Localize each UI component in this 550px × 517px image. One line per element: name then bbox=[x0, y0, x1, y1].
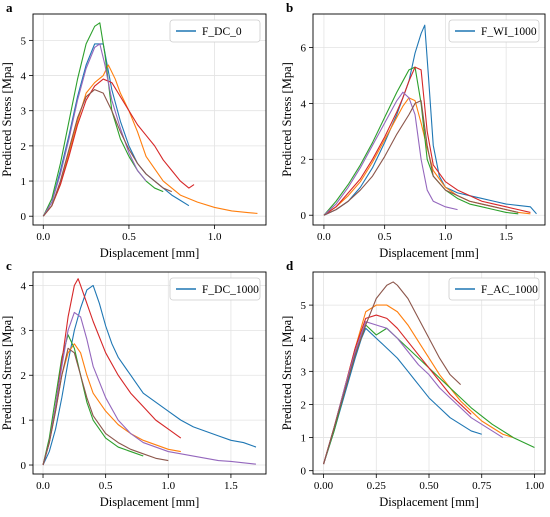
series-line-1 bbox=[323, 24, 537, 216]
series-line-1 bbox=[42, 43, 190, 217]
y-tick-label: 2 bbox=[301, 154, 307, 166]
series-line-6 bbox=[323, 100, 519, 216]
y-tick-label: 2 bbox=[21, 141, 27, 153]
legend-label: F_AC_1000 bbox=[481, 284, 538, 296]
legend-label: F_WI_1000 bbox=[481, 26, 537, 38]
x-tick-label: 0.00 bbox=[314, 480, 334, 492]
legend-label: F_DC_0 bbox=[202, 26, 242, 38]
x-tick-label: 0.0 bbox=[317, 231, 331, 243]
legend: F_DC_1000 bbox=[169, 277, 261, 301]
x-tick-label: 0.5 bbox=[122, 231, 136, 243]
panel-letter: a bbox=[6, 0, 13, 15]
x-tick-label: 1.0 bbox=[161, 480, 175, 492]
x-tick-label: 0.25 bbox=[367, 480, 387, 492]
x-tick-label: 1.5 bbox=[224, 480, 238, 492]
x-axis-label: Displacement [mm] bbox=[379, 495, 479, 509]
x-tick-label: 0.0 bbox=[36, 480, 50, 492]
series-line-4 bbox=[42, 278, 182, 466]
plot-frame bbox=[312, 13, 546, 226]
series-line-4 bbox=[42, 78, 195, 217]
legend: F_DC_0 bbox=[169, 19, 261, 43]
panel-letter: c bbox=[6, 258, 12, 273]
x-tick-label: 1.00 bbox=[525, 480, 545, 492]
y-tick-label: 1 bbox=[21, 176, 27, 188]
y-tick-label: 0 bbox=[21, 460, 27, 472]
series-line-3 bbox=[42, 22, 164, 217]
series-line-4 bbox=[323, 66, 531, 216]
y-tick-label: 0 bbox=[21, 211, 27, 223]
y-tick-label: 4 bbox=[21, 280, 27, 292]
y-axis-label: Predicted Stress [Mpa] bbox=[280, 316, 294, 431]
series-line-1 bbox=[323, 327, 482, 465]
y-tick-label: 3 bbox=[301, 366, 307, 378]
series-line-6 bbox=[42, 89, 172, 217]
x-tick-label: 1.0 bbox=[439, 231, 453, 243]
y-tick-label: 0 bbox=[301, 466, 307, 478]
y-tick-label: 3 bbox=[21, 106, 27, 118]
legend-box bbox=[169, 277, 261, 301]
series-line-5 bbox=[42, 43, 147, 217]
series-line-5 bbox=[323, 321, 504, 465]
plot-frame bbox=[32, 271, 267, 475]
y-tick-label: 0 bbox=[301, 210, 307, 222]
legend: F_AC_1000 bbox=[448, 277, 540, 301]
legend-box bbox=[448, 277, 540, 301]
series-line-2 bbox=[42, 343, 181, 466]
panel-b: 0.0 0.5 1.0 1.5 0 2 4 6 Displacement [mm] Predict… bbox=[280, 0, 546, 260]
series-line-5 bbox=[42, 311, 257, 466]
y-tick-label: 2 bbox=[301, 399, 307, 411]
y-tick-label: 4 bbox=[301, 98, 307, 110]
y-tick-label: 3 bbox=[21, 325, 27, 337]
y-tick-label: 4 bbox=[21, 71, 27, 83]
series-line-6 bbox=[42, 347, 169, 466]
panel-letter: d bbox=[286, 258, 294, 273]
series-line-2 bbox=[42, 64, 258, 217]
x-axis-label: Displacement [mm] bbox=[100, 495, 200, 509]
x-tick-label: 0.5 bbox=[99, 480, 113, 492]
legend: F_WI_1000 bbox=[448, 19, 540, 43]
x-tick-label: 0.50 bbox=[419, 480, 439, 492]
y-axis-label: Predicted Stress [Mpa] bbox=[0, 62, 14, 177]
x-tick-label: 0.5 bbox=[378, 231, 392, 243]
panel-c: 0.0 0.5 1.0 1.5 0 1 2 3 4 Displacement [mm] Predic… bbox=[0, 258, 267, 509]
y-tick-label: 4 bbox=[301, 333, 307, 345]
series-line-1 bbox=[42, 284, 257, 466]
x-tick-label: 0.0 bbox=[36, 231, 50, 243]
series-line-3 bbox=[323, 66, 519, 216]
plot-frame bbox=[32, 13, 267, 226]
x-tick-label: 0.75 bbox=[472, 480, 492, 492]
panel-letter: b bbox=[286, 0, 293, 15]
y-axis-label: Predicted Stress [Mpa] bbox=[0, 316, 14, 431]
legend-label: F_DC_1000 bbox=[202, 284, 259, 296]
y-tick-label: 5 bbox=[301, 300, 307, 312]
y-tick-label: 1 bbox=[21, 415, 27, 427]
x-tick-label: 1.5 bbox=[499, 231, 513, 243]
y-tick-label: 1 bbox=[301, 433, 307, 445]
y-axis-label: Predicted Stress [Mpa] bbox=[280, 62, 294, 177]
y-tick-label: 2 bbox=[21, 370, 27, 382]
legend-box bbox=[448, 19, 540, 43]
x-axis-label: Displacement [mm] bbox=[100, 246, 200, 260]
panel-d: 0.00 0.25 0.50 0.75 1.00 0 1 2 3 4 5 Displacement [… bbox=[280, 258, 546, 509]
series-line-5 bbox=[323, 91, 458, 216]
x-axis-label: Displacement [mm] bbox=[379, 246, 479, 260]
y-tick-label: 5 bbox=[21, 35, 27, 47]
series-line-6 bbox=[323, 281, 462, 465]
x-tick-label: 1.0 bbox=[208, 231, 222, 243]
panel-a: 0.0 0.5 1.0 0 1 2 3 4 5 Displacement [mm] Predicte… bbox=[0, 0, 267, 260]
legend-box bbox=[169, 19, 261, 43]
y-tick-label: 6 bbox=[301, 43, 307, 55]
